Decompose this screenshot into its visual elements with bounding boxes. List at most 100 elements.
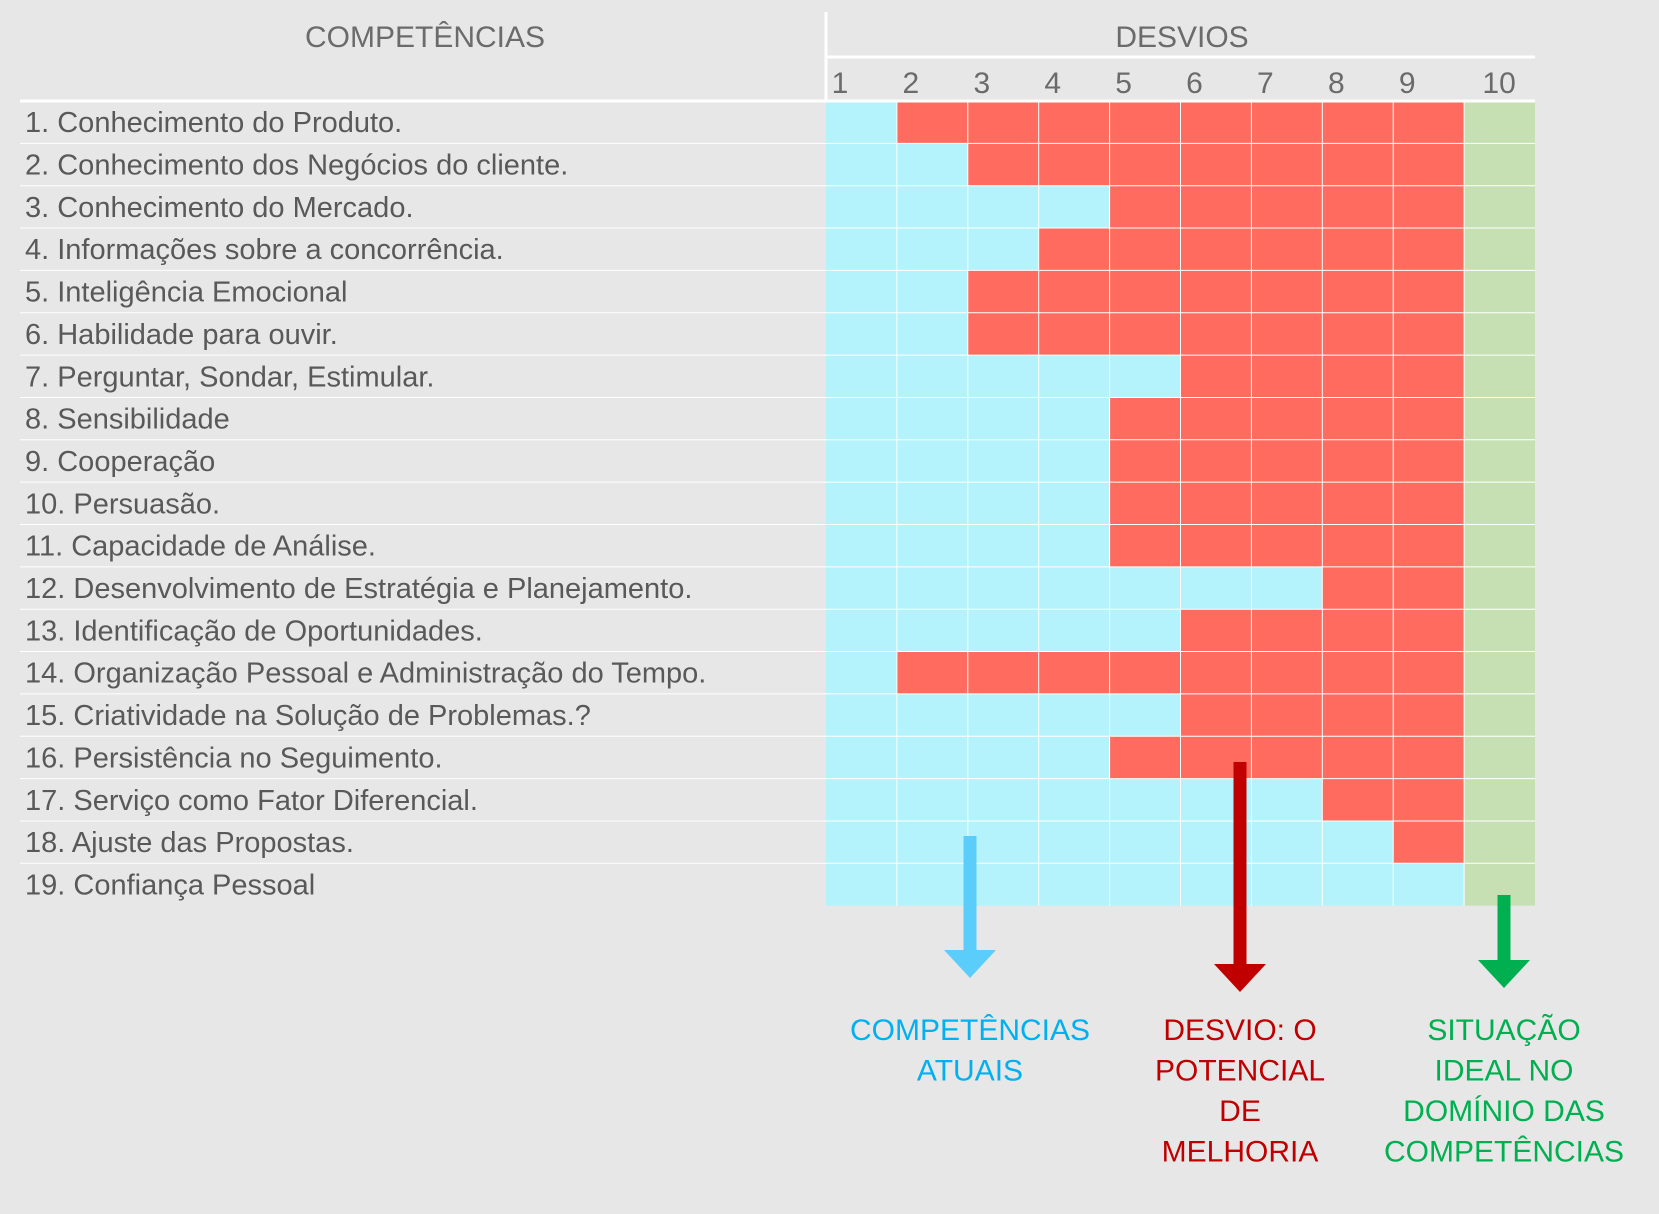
cell-current-r16-c4 (1038, 736, 1110, 779)
column-label-5: 5 (1115, 67, 1132, 100)
cell-gap-r2-c6 (1180, 143, 1252, 186)
cell-current-r8-c2 (896, 397, 968, 440)
cell-gap-r14-c7 (1251, 651, 1323, 694)
cell-gap-r17-c9 (1393, 778, 1465, 821)
cell-gap-r3-c8 (1322, 185, 1394, 229)
cell-gap-r3-c9 (1393, 185, 1465, 229)
cell-gap-r9-c5 (1109, 439, 1181, 483)
row-label: 5. Inteligência Emocional (25, 277, 347, 309)
cell-current-r18-c8 (1322, 820, 1394, 864)
cell-gap-r5-c8 (1322, 270, 1394, 313)
cell-current-r5-c1 (826, 270, 897, 313)
legend-text-current: ATUAIS (917, 1055, 1023, 1088)
cell-current-r17-c4 (1038, 778, 1110, 821)
cell-gap-r5-c5 (1109, 270, 1181, 313)
cell-current-r17-c3 (967, 778, 1039, 821)
cell-gap-r6-c9 (1393, 312, 1465, 356)
cell-ideal-r16-c10 (1464, 736, 1535, 779)
cell-gap-r10-c9 (1393, 482, 1465, 525)
cell-gap-r2-c4 (1038, 143, 1110, 186)
cell-gap-r13-c9 (1393, 609, 1465, 652)
row-label: 4. Informações sobre a concorrência. (25, 234, 504, 266)
cell-current-r3-c3 (967, 185, 1039, 229)
cell-ideal-r15-c10 (1464, 693, 1535, 737)
cell-gap-r14-c6 (1180, 651, 1252, 694)
cell-ideal-r1-c10 (1464, 101, 1535, 144)
cell-gap-r2-c9 (1393, 143, 1465, 186)
cell-current-r10-c1 (826, 482, 897, 525)
column-label-3: 3 (973, 67, 990, 100)
cell-gap-r9-c9 (1393, 439, 1465, 483)
cell-current-r12-c4 (1038, 566, 1110, 610)
cell-current-r19-c5 (1109, 863, 1181, 906)
cell-ideal-r5-c10 (1464, 270, 1535, 313)
cell-current-r13-c3 (967, 609, 1039, 652)
cell-gap-r7-c8 (1322, 355, 1394, 398)
cell-current-r4-c1 (826, 228, 897, 271)
cell-gap-r6-c3 (967, 312, 1039, 356)
cell-ideal-r10-c10 (1464, 482, 1535, 525)
cell-ideal-r7-c10 (1464, 355, 1535, 398)
cell-current-r8-c3 (967, 397, 1039, 440)
cell-current-r8-c1 (826, 397, 897, 440)
row-label: 2. Conhecimento dos Negócios do cliente. (25, 150, 568, 182)
cell-current-r3-c1 (826, 185, 897, 229)
cell-ideal-r18-c10 (1464, 820, 1535, 864)
cell-current-r15-c1 (826, 693, 897, 737)
cell-ideal-r11-c10 (1464, 524, 1535, 567)
cell-gap-r6-c5 (1109, 312, 1181, 356)
cell-ideal-r8-c10 (1464, 397, 1535, 440)
cell-gap-r14-c5 (1109, 651, 1181, 694)
cell-current-r11-c2 (896, 524, 968, 567)
legend-arrow-ideal-icon (1478, 895, 1530, 988)
row-label: 12. Desenvolvimento de Estratégia e Plan… (25, 573, 692, 605)
cell-current-r2-c1 (826, 143, 897, 186)
cell-gap-r1-c9 (1393, 101, 1465, 144)
cell-ideal-r6-c10 (1464, 312, 1535, 356)
cell-gap-r2-c5 (1109, 143, 1181, 186)
row-label: 18. Ajuste das Propostas. (25, 827, 354, 859)
column-label-1: 1 (832, 67, 849, 100)
cell-current-r11-c3 (967, 524, 1039, 567)
cell-gap-r1-c7 (1251, 101, 1323, 144)
cell-current-r19-c7 (1251, 863, 1323, 906)
row-label: 16. Persistência no Seguimento. (25, 742, 443, 774)
cell-gap-r8-c9 (1393, 397, 1465, 440)
cell-gap-r6-c8 (1322, 312, 1394, 356)
cell-gap-r11-c8 (1322, 524, 1394, 567)
cell-current-r12-c5 (1109, 566, 1181, 610)
cell-current-r14-c1 (826, 651, 897, 694)
cell-gap-r12-c8 (1322, 566, 1394, 610)
cell-current-r19-c8 (1322, 863, 1394, 906)
row-label: 8. Sensibilidade (25, 404, 230, 436)
cell-gap-r4-c8 (1322, 228, 1394, 271)
cell-gap-r1-c5 (1109, 101, 1181, 144)
cell-current-r13-c4 (1038, 609, 1110, 652)
cell-current-r4-c2 (896, 228, 968, 271)
cell-current-r18-c7 (1251, 820, 1323, 864)
cell-gap-r3-c5 (1109, 185, 1181, 229)
cell-gap-r14-c2 (896, 651, 968, 694)
cell-current-r12-c7 (1251, 566, 1323, 610)
cell-gap-r8-c7 (1251, 397, 1323, 440)
cell-current-r12-c3 (967, 566, 1039, 610)
cell-gap-r1-c2 (896, 101, 968, 144)
cell-current-r12-c6 (1180, 566, 1252, 610)
cell-current-r15-c2 (896, 693, 968, 737)
cell-gap-r16-c8 (1322, 736, 1394, 779)
row-header: COMPETÊNCIAS (305, 21, 545, 54)
cell-ideal-r17-c10 (1464, 778, 1535, 821)
cell-current-r6-c2 (896, 312, 968, 356)
cell-current-r16-c2 (896, 736, 968, 779)
cell-gap-r10-c5 (1109, 482, 1181, 525)
cell-gap-r10-c7 (1251, 482, 1323, 525)
cell-current-r16-c3 (967, 736, 1039, 779)
cell-current-r18-c3 (967, 820, 1039, 864)
cell-gap-r3-c6 (1180, 185, 1252, 229)
cell-current-r9-c4 (1038, 439, 1110, 483)
cell-current-r8-c4 (1038, 397, 1110, 440)
cell-ideal-r14-c10 (1464, 651, 1535, 694)
cell-gap-r15-c9 (1393, 693, 1465, 737)
